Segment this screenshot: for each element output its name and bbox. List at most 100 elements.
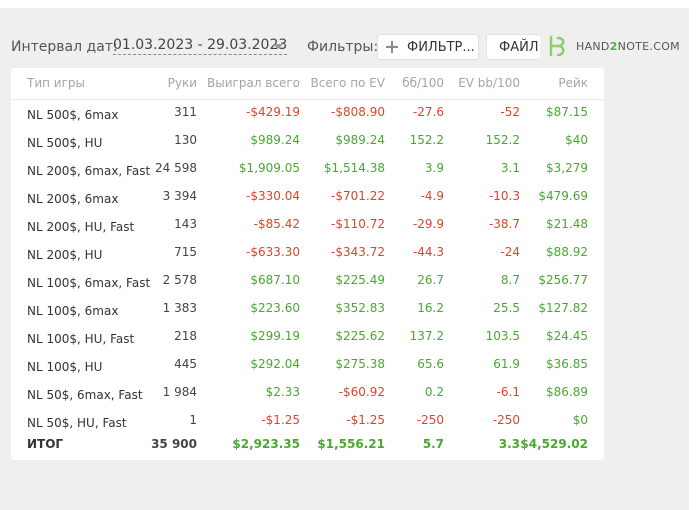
- cell-won: $687.10: [250, 273, 300, 287]
- cell-hands: 130: [174, 133, 197, 147]
- cell-game: NL 200$, 6max, Fast: [27, 164, 151, 178]
- cell-bb100: -27.6: [412, 105, 444, 119]
- table-row[interactable]: NL 100$, 6max, Fast 2 578 $687.10 $225.49 26…: [11, 267, 604, 295]
- hand2note-logo-icon: [549, 35, 565, 57]
- cell-bb100: 5.7: [422, 437, 444, 451]
- cell-bb100: -250: [416, 413, 444, 427]
- right-strip: [689, 0, 698, 510]
- hand2note-logo: HAND2NOTE.COM: [548, 35, 680, 57]
- cell-won: $223.60: [250, 301, 300, 315]
- cell-hands: 143: [174, 217, 197, 231]
- cell-won: $299.19: [250, 329, 300, 343]
- cell-game: NL 100$, 6max: [27, 304, 119, 318]
- cell-evbb: -52: [500, 105, 520, 119]
- file-button-label: ФАЙЛ.: [499, 39, 540, 55]
- cell-ev: -$110.72: [331, 217, 385, 231]
- cell-evbb: -250: [492, 413, 520, 427]
- cell-evbb: 3.1: [500, 161, 520, 175]
- cell-hands: 3 394: [162, 189, 197, 203]
- stats-table: Тип игры Руки Выиграл всего Всего по EV …: [11, 68, 604, 460]
- add-filter-button[interactable]: ФИЛЬТР...: [377, 34, 479, 60]
- cell-rake: $21.48: [546, 217, 588, 231]
- cell-game: NL 50$, 6max, Fast: [27, 388, 143, 402]
- cell-won: $989.24: [250, 133, 300, 147]
- column-header-hands[interactable]: Руки: [167, 76, 197, 90]
- table-row[interactable]: NL 100$, 6max 1 383 $223.60 $352.83 16.2 25.5…: [11, 295, 604, 323]
- cell-rake: $3,279: [546, 161, 588, 175]
- column-header-ev-total[interactable]: Всего по EV: [310, 76, 385, 90]
- cell-game: NL 200$, HU: [27, 248, 103, 262]
- cell-bb100: -44.3: [412, 245, 444, 259]
- cell-ev: $1,514.38: [323, 161, 385, 175]
- column-header-won-total[interactable]: Выиграл всего: [207, 76, 300, 90]
- cell-won: -$429.19: [246, 105, 300, 119]
- table-row[interactable]: NL 200$, 6max, Fast 24 598 $1,909.05 $1,514…: [11, 155, 604, 183]
- cell-ev: -$343.72: [331, 245, 385, 259]
- cell-rake: $127.82: [538, 301, 588, 315]
- cell-bb100: 16.2: [417, 301, 444, 315]
- cell-ev: -$808.90: [331, 105, 385, 119]
- cell-hands: 311: [174, 105, 197, 119]
- cell-won: $2,923.35: [232, 437, 300, 451]
- date-interval-label: Интервал дат:: [11, 39, 118, 55]
- cell-rake: $4,529.02: [520, 437, 588, 451]
- cell-evbb: 103.5: [485, 329, 520, 343]
- table-row[interactable]: NL 200$, HU, Fast 143 -$85.42 -$110.72 -29.9…: [11, 211, 604, 239]
- cell-bb100: -4.9: [420, 189, 444, 203]
- cell-evbb: 8.7: [500, 273, 520, 287]
- cell-game: NL 50$, HU, Fast: [27, 416, 127, 430]
- cell-won: -$330.04: [246, 189, 300, 203]
- column-header-bb100[interactable]: бб/100: [402, 76, 444, 90]
- cell-won: -$1.25: [261, 413, 300, 427]
- table-row[interactable]: NL 50$, HU, Fast 1 -$1.25 -$1.25 -250 -250 $0: [11, 407, 604, 435]
- table-total-row[interactable]: ИТОГ 35 900 $2,923.35 $1,556.21 5.7 3.3 $4,529…: [11, 431, 604, 459]
- cell-bb100: 3.9: [424, 161, 444, 175]
- cell-ev: -$1.25: [346, 413, 385, 427]
- file-button[interactable]: ФАЙЛ.: [486, 34, 540, 60]
- cell-rake: $0: [572, 413, 588, 427]
- chevron-down-icon[interactable]: [273, 44, 283, 49]
- cell-bb100: 137.2: [409, 329, 444, 343]
- table-row[interactable]: NL 50$, 6max, Fast 1 984 $2.33 -$60.92 0.2 -6…: [11, 379, 604, 407]
- column-header-game-type[interactable]: Тип игры: [27, 76, 85, 90]
- cell-hands: 1 984: [162, 385, 197, 399]
- table-row[interactable]: NL 500$, 6max 311 -$429.19 -$808.90 -27.6 -52…: [11, 99, 604, 127]
- cell-bb100: 65.6: [417, 357, 444, 371]
- cell-rake: $256.77: [538, 273, 588, 287]
- plus-icon: [386, 41, 398, 53]
- cell-ev: $1,556.21: [317, 437, 385, 451]
- cell-rake: $87.15: [546, 105, 588, 119]
- cell-hands: 218: [174, 329, 197, 343]
- cell-rake: $479.69: [538, 189, 588, 203]
- table-row[interactable]: NL 200$, HU 715 -$633.30 -$343.72 -44.3 -24 $8…: [11, 239, 604, 267]
- cell-ev: $352.83: [335, 301, 385, 315]
- cell-won: -$633.30: [246, 245, 300, 259]
- table-row[interactable]: NL 100$, HU 445 $292.04 $275.38 65.6 61.9 $36.…: [11, 351, 604, 379]
- cell-evbb: -10.3: [488, 189, 520, 203]
- cell-game: NL 200$, HU, Fast: [27, 220, 135, 234]
- cell-game: NL 500$, HU: [27, 136, 103, 150]
- cell-rake: $86.89: [546, 385, 588, 399]
- date-range-picker[interactable]: 01.03.2023 - 29.03.2023: [113, 37, 288, 55]
- cell-hands: 2 578: [162, 273, 197, 287]
- cell-evbb: 61.9: [493, 357, 520, 371]
- cell-evbb: 25.5: [493, 301, 520, 315]
- table-row[interactable]: NL 500$, HU 130 $989.24 $989.24 152.2 152.2 $4…: [11, 127, 604, 155]
- table-row[interactable]: NL 200$, 6max 3 394 -$330.04 -$701.22 -4.9 -1…: [11, 183, 604, 211]
- cell-hands: 1: [189, 413, 197, 427]
- table-row[interactable]: NL 100$, HU, Fast 218 $299.19 $225.62 137.2 1…: [11, 323, 604, 351]
- cell-hands: 445: [174, 357, 197, 371]
- column-header-ev-bb100[interactable]: EV bb/100: [458, 76, 520, 90]
- cell-won: $2.33: [265, 385, 300, 399]
- cell-game: NL 500$, 6max: [27, 108, 119, 122]
- toolbar: Интервал дат: 01.03.2023 - 29.03.2023 Фи…: [0, 8, 689, 66]
- cell-bb100: 152.2: [409, 133, 444, 147]
- cell-game: NL 100$, 6max, Fast: [27, 276, 151, 290]
- cell-won: $292.04: [250, 357, 300, 371]
- cell-rake: $40: [565, 133, 588, 147]
- cell-ev: -$701.22: [331, 189, 385, 203]
- cell-rake: $36.85: [546, 357, 588, 371]
- cell-bb100: 26.7: [417, 273, 444, 287]
- cell-bb100: 0.2: [424, 385, 444, 399]
- column-header-rake[interactable]: Рейк: [558, 76, 588, 90]
